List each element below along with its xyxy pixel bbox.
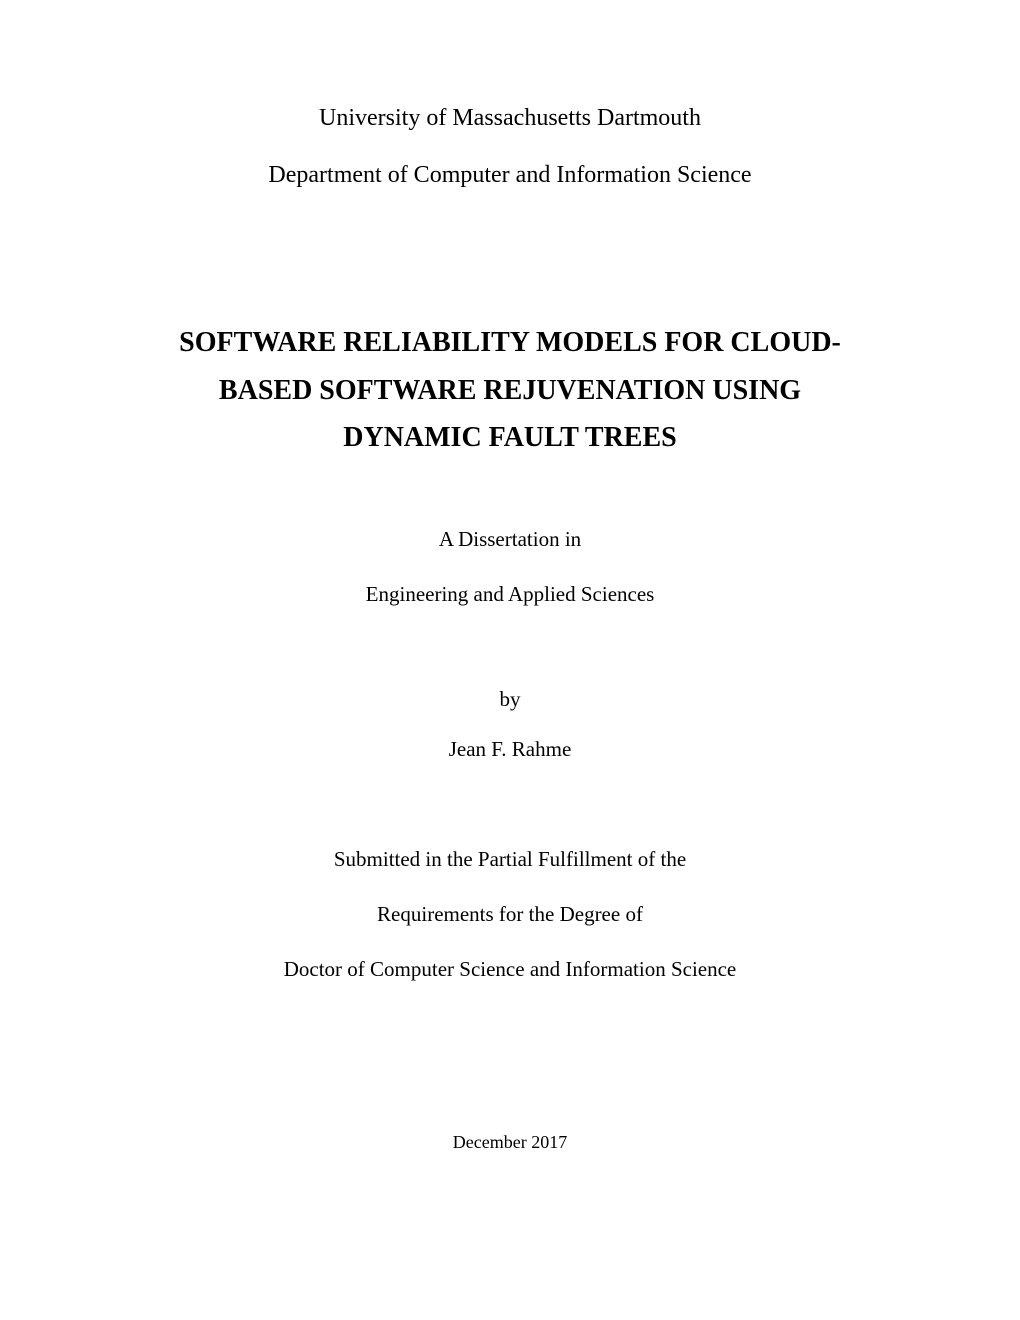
author-name: Jean F. Rahme — [130, 737, 890, 762]
title-line-1: SOFTWARE RELIABILITY MODELS FOR CLOUD- — [130, 319, 890, 367]
institution-name: University of Massachusetts Dartmouth — [130, 105, 890, 132]
dissertation-intro: A Dissertation in — [130, 527, 890, 552]
dissertation-title: SOFTWARE RELIABILITY MODELS FOR CLOUD- B… — [130, 319, 890, 462]
by-label: by — [130, 687, 890, 712]
field-of-study: Engineering and Applied Sciences — [130, 582, 890, 607]
degree-name: Doctor of Computer Science and Informati… — [130, 957, 890, 982]
submission-date: December 2017 — [130, 1132, 890, 1153]
submitted-text: Submitted in the Partial Fulfillment of … — [130, 847, 890, 872]
title-line-3: DYNAMIC FAULT TREES — [130, 414, 890, 462]
requirements-text: Requirements for the Degree of — [130, 902, 890, 927]
title-line-2: BASED SOFTWARE REJUVENATION USING — [130, 367, 890, 415]
department-name: Department of Computer and Information S… — [130, 162, 890, 189]
title-page: University of Massachusetts Dartmouth De… — [130, 105, 890, 1153]
